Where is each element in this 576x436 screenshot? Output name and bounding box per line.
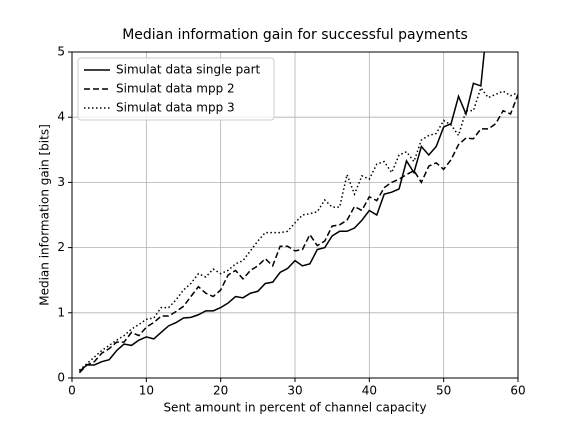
series-line (78, 94, 518, 374)
x-tick-label: 20 (213, 384, 228, 398)
legend: Simulat data single part Simulat data mpp… (77, 57, 275, 121)
x-axis-label: Sent amount in percent of channel capaci… (163, 401, 426, 415)
y-tick-label: 1 (57, 305, 65, 319)
y-tick-label: 2 (57, 240, 65, 254)
x-tick-label: 40 (362, 384, 377, 398)
series-line (78, 52, 486, 373)
axes: 0 10 20 30 40 50 60 0 1 2 3 4 5 (57, 45, 525, 398)
chart-title: Median information gain for successful p… (122, 27, 468, 43)
legend-label: Simulat data mpp 2 (116, 82, 235, 96)
y-tick-label: 5 (57, 45, 65, 59)
y-tick-label: 0 (57, 371, 65, 385)
x-tick-label: 0 (68, 384, 76, 398)
y-axis-label: Median information gain [bits] (38, 124, 52, 306)
y-tick-label: 4 (57, 110, 65, 124)
x-tick-label: 60 (510, 384, 525, 398)
x-tick-label: 50 (436, 384, 451, 398)
lines (78, 52, 518, 374)
y-tick-label: 3 (57, 175, 65, 189)
legend-box (77, 57, 275, 121)
x-tick-label: 10 (139, 384, 154, 398)
legend-label: Simulat data single part (116, 63, 261, 77)
x-tick-label: 30 (287, 384, 302, 398)
legend-label: Simulat data mpp 3 (116, 101, 235, 115)
